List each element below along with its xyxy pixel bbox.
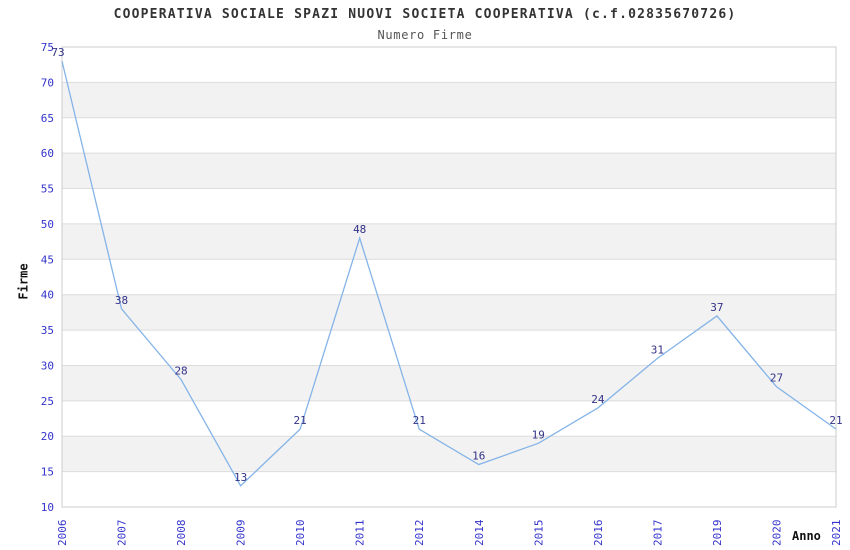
- y-tick-label: 20: [41, 430, 54, 443]
- grid-band: [62, 153, 836, 189]
- y-tick-label: 30: [41, 359, 54, 372]
- point-value-label: 13: [234, 471, 247, 484]
- grid-band: [62, 188, 836, 224]
- grid-band: [62, 117, 836, 154]
- x-tick-label: 2021: [830, 520, 843, 547]
- grid-band: [62, 471, 836, 507]
- point-value-label: 21: [413, 414, 426, 427]
- point-value-label: 27: [770, 372, 783, 385]
- grid-band: [62, 365, 836, 401]
- x-tick-label: 2010: [294, 520, 307, 547]
- x-axis-title: Anno: [792, 529, 821, 543]
- y-tick-label: 55: [41, 183, 54, 196]
- y-tick-label: 40: [41, 289, 54, 302]
- grid-band: [62, 259, 836, 295]
- x-tick-label: 2011: [354, 520, 367, 547]
- grid-band: [62, 47, 836, 83]
- plot-border: [61, 46, 837, 508]
- point-value-label: 73: [51, 46, 64, 59]
- point-value-label: 21: [294, 414, 307, 427]
- grid-band: [62, 436, 836, 472]
- grid-band: [62, 294, 836, 331]
- x-tick-label: 2016: [592, 520, 605, 547]
- grid-band: [62, 330, 836, 366]
- y-tick-label: 65: [41, 112, 54, 125]
- x-tick-label: 2008: [175, 520, 188, 547]
- x-tick-label: 2014: [473, 519, 486, 546]
- y-tick-label: 60: [41, 147, 54, 160]
- y-tick-label: 75: [41, 41, 54, 54]
- y-tick-label: 10: [41, 501, 54, 514]
- grid-band: [62, 400, 836, 437]
- x-tick-label: 2012: [413, 520, 426, 547]
- y-tick-label: 25: [41, 395, 54, 408]
- x-tick-label: 2017: [651, 520, 664, 547]
- point-value-label: 19: [532, 428, 545, 441]
- y-tick-label: 50: [41, 218, 54, 231]
- x-tick-label: 2006: [56, 520, 69, 547]
- x-tick-label: 2015: [532, 520, 545, 547]
- x-tick-label: 2019: [711, 520, 724, 547]
- data-line: [61, 61, 837, 487]
- x-tick-label: 2020: [770, 520, 783, 547]
- point-value-label: 37: [710, 301, 723, 314]
- point-value-label: 21: [829, 414, 842, 427]
- x-tick-label: 2007: [116, 520, 129, 547]
- x-tick-label: 2009: [235, 520, 248, 547]
- grid-band: [62, 223, 836, 260]
- point-value-label: 48: [353, 223, 366, 236]
- point-value-label: 16: [472, 450, 485, 463]
- y-tick-label: 70: [41, 76, 54, 89]
- point-value-label: 28: [174, 365, 187, 378]
- y-tick-label: 45: [41, 253, 54, 266]
- y-tick-label: 15: [41, 466, 54, 479]
- y-tick-label: 35: [41, 324, 54, 337]
- point-value-label: 31: [651, 343, 664, 356]
- grid-band: [62, 82, 836, 118]
- point-value-label: 38: [115, 294, 128, 307]
- chart-title: COOPERATIVA SOCIALE SPAZI NUOVI SOCIETA …: [113, 7, 737, 22]
- point-value-label: 24: [591, 393, 605, 406]
- chart-subtitle: Numero Firme: [377, 28, 473, 42]
